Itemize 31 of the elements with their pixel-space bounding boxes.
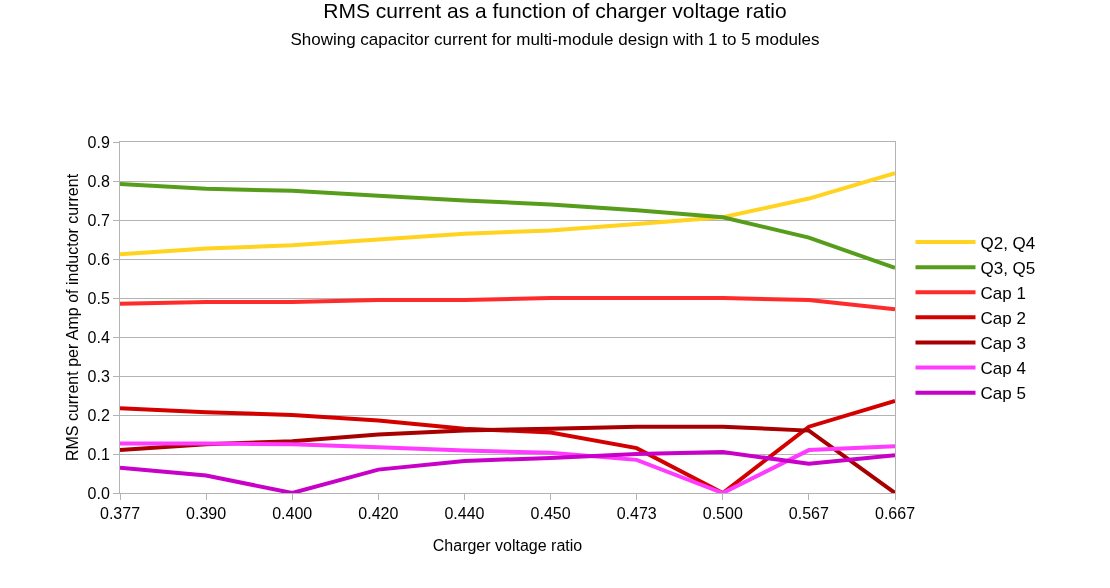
x-tick-label: 0.450 (530, 505, 571, 523)
legend-label: Cap 2 (980, 308, 1026, 328)
y-tick-label: 0.1 (87, 445, 110, 463)
legend-label: Cap 1 (980, 283, 1026, 303)
chart-title: RMS current as a function of charger voltage ratio (323, 0, 787, 22)
y-tick-label: 0.0 (87, 484, 110, 502)
legend-label: Cap 3 (980, 334, 1026, 354)
x-tick-label: 0.390 (186, 505, 227, 523)
y-tick-label: 0.8 (87, 172, 110, 190)
x-tick-label: 0.400 (272, 505, 313, 523)
x-axis-title: Charger voltage ratio (432, 537, 583, 554)
x-tick-label: 0.377 (99, 505, 141, 523)
legend-label: Cap 5 (980, 384, 1026, 404)
x-tick-label: 0.420 (358, 505, 399, 523)
y-tick-label: 0.7 (87, 211, 110, 229)
y-tick-label: 0.2 (87, 406, 110, 424)
x-tick-label: 0.473 (616, 505, 657, 523)
x-tick-label: 0.667 (874, 505, 916, 523)
legend-label: Cap 4 (980, 359, 1026, 379)
x-tick-label: 0.500 (702, 505, 743, 523)
legend-label: Q3, Q5 (980, 258, 1036, 278)
y-axis-title: RMS current per Amp of inductor current (64, 173, 81, 462)
y-tick-label: 0.6 (87, 250, 110, 268)
chart-subtitle: Showing capacitor current for multi-module design with 1 to 5 modules (290, 29, 820, 49)
y-tick-label: 0.4 (87, 328, 110, 346)
x-tick-label: 0.567 (788, 505, 830, 523)
y-tick-label: 0.3 (87, 367, 110, 385)
y-tick-label: 0.5 (87, 289, 110, 307)
legend-label: Q2, Q4 (980, 233, 1036, 253)
x-tick-label: 0.440 (444, 505, 485, 523)
y-tick-label: 0.9 (87, 133, 110, 151)
